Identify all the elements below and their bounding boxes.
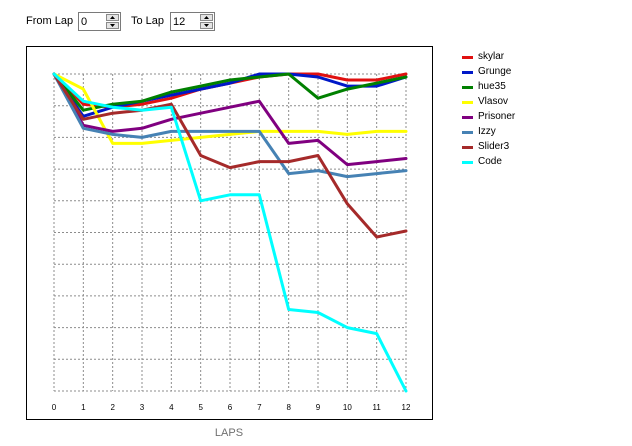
legend-swatch — [462, 71, 473, 74]
series-line-slider3 — [52, 72, 408, 239]
x-tick-label: 4 — [169, 403, 174, 412]
to-lap-input[interactable] — [173, 14, 199, 29]
chart-lines — [52, 72, 408, 393]
arrow-down-icon — [204, 24, 209, 27]
legend-swatch — [462, 116, 473, 119]
from-lap-decrement-button[interactable] — [106, 22, 119, 29]
arrow-down-icon — [110, 24, 115, 27]
x-tick-label: 1 — [81, 403, 86, 412]
x-tick-label: 5 — [198, 403, 203, 412]
legend-label: skylar — [478, 51, 505, 62]
x-tick-label: 0 — [52, 403, 57, 412]
to-lap-label: To Lap — [131, 15, 165, 27]
x-tick-label: 10 — [343, 403, 352, 412]
x-axis-title: LAPS — [214, 427, 244, 439]
legend-label: Slider3 — [478, 141, 510, 152]
legend-swatch — [462, 101, 473, 104]
to-lap-increment-button[interactable] — [200, 14, 213, 21]
legend-label: Izzy — [478, 126, 496, 137]
legend-label: Grunge — [478, 66, 512, 77]
legend-swatch — [462, 146, 473, 149]
x-tick-label: 2 — [110, 403, 115, 412]
series-line-prisoner — [52, 72, 408, 167]
legend-swatch — [462, 161, 473, 164]
x-tick-label: 11 — [373, 403, 382, 412]
arrow-up-icon — [204, 16, 209, 19]
legend-label: Code — [478, 156, 502, 167]
x-tick-label: 3 — [140, 403, 145, 412]
x-tick-label: 6 — [228, 403, 233, 412]
legend-label: hue35 — [478, 81, 506, 92]
arrow-up-icon — [110, 16, 115, 19]
x-tick-label: 12 — [402, 403, 411, 412]
to-lap-decrement-button[interactable] — [200, 22, 213, 29]
legend-swatch — [462, 56, 473, 59]
from-lap-label: From Lap — [26, 15, 74, 27]
legend-label: Prisoner — [478, 111, 516, 122]
series-line-hue35 — [52, 72, 408, 112]
from-lap-stepper[interactable] — [78, 12, 121, 31]
x-tick-labels: 0 1 2 3 4 5 6 7 8 9 10 11 12 — [52, 403, 411, 412]
legend-swatch — [462, 86, 473, 89]
from-lap-input[interactable] — [81, 14, 107, 29]
x-tick-label: 8 — [286, 403, 291, 412]
legend-label: Vlasov — [478, 96, 509, 107]
series-line-vlasov — [52, 72, 408, 145]
series-line-izzy — [52, 72, 408, 179]
lap-chart: 0 1 2 3 4 5 6 7 8 9 10 11 12 — [26, 46, 433, 420]
legend-swatch — [462, 131, 473, 134]
from-lap-increment-button[interactable] — [106, 14, 119, 21]
to-lap-stepper[interactable] — [170, 12, 215, 31]
x-tick-label: 9 — [316, 403, 321, 412]
series-line-code — [52, 72, 408, 393]
x-tick-label: 7 — [257, 403, 262, 412]
